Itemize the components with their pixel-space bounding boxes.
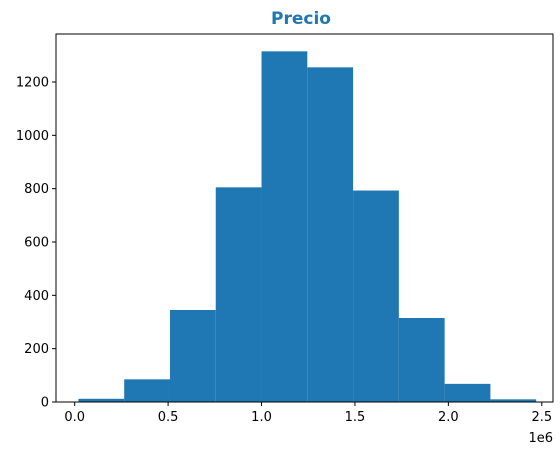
x-tick-label: 2.5 [531, 410, 552, 425]
histogram-bar-8 [398, 318, 445, 402]
histogram-bar-7 [353, 190, 399, 402]
histogram-bar-1 [78, 398, 125, 402]
histogram-bar-5 [261, 51, 308, 402]
x-tick-label: 0.0 [64, 410, 85, 425]
histogram-bar-4 [215, 187, 262, 402]
y-tick-label: 600 [24, 236, 49, 251]
x-axis: 0.0 0.5 1.0 1.5 2.0 2.5 [64, 402, 552, 425]
y-tick-label: 400 [24, 289, 49, 304]
histogram-bar-10 [490, 399, 537, 402]
y-tick-label: 200 [24, 342, 49, 357]
y-tick-label: 0 [41, 396, 49, 411]
x-tick-label: 0.5 [158, 410, 179, 425]
histogram-bars [78, 51, 537, 402]
plot-frame [55, 33, 554, 403]
chart-title: Precio [271, 9, 331, 29]
y-tick-label: 1000 [16, 129, 49, 144]
x-tick-label: 1.0 [251, 410, 272, 425]
histogram-bar-2 [124, 379, 170, 402]
x-tick-label: 2.0 [438, 410, 459, 425]
y-tick-label: 1200 [16, 76, 49, 91]
y-tick-label: 800 [24, 182, 49, 197]
y-axis: 0 200 400 600 800 1000 1200 [16, 76, 56, 411]
x-axis-offset-label: 1e6 [528, 431, 553, 446]
histogram-bar-6 [307, 67, 354, 402]
histogram-bar-3 [169, 310, 216, 402]
histogram-bar-9 [444, 383, 491, 402]
x-tick-label: 1.5 [345, 410, 366, 425]
